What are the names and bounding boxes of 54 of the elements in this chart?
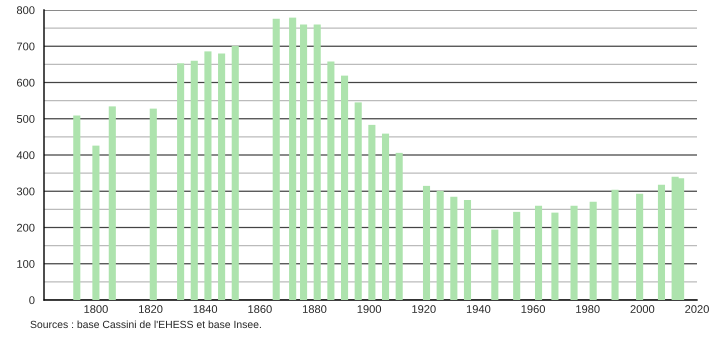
y-tick-label: 200 xyxy=(16,224,35,232)
bar xyxy=(232,46,239,300)
x-tick-label: 1940 xyxy=(466,305,490,314)
bar xyxy=(218,54,226,300)
bar xyxy=(396,152,403,300)
bar xyxy=(636,194,644,300)
y-tick-label: 500 xyxy=(16,115,35,123)
bar xyxy=(314,24,321,300)
x-tick-label: 2020 xyxy=(685,305,709,314)
bar xyxy=(289,18,296,300)
bar xyxy=(150,108,157,300)
bar xyxy=(108,106,116,300)
bar xyxy=(491,230,498,300)
bar xyxy=(272,18,280,300)
bar xyxy=(590,202,597,300)
bar xyxy=(382,134,390,300)
bar xyxy=(92,146,100,300)
bar xyxy=(354,102,362,300)
x-tick-label: 1900 xyxy=(358,305,382,314)
y-tick-label: 800 xyxy=(16,6,35,14)
y-tick-label: 700 xyxy=(17,42,35,50)
bar xyxy=(450,196,458,300)
bar xyxy=(190,60,198,300)
y-tick-label: 100 xyxy=(17,260,35,268)
bar xyxy=(300,24,308,300)
bar xyxy=(73,115,80,300)
x-tick-label: 1800 xyxy=(84,305,108,314)
source-note: Sources : base Cassini de l'EHESS et base Insee. xyxy=(30,320,261,328)
x-tick-label: 1820 xyxy=(139,305,162,314)
y-tick-label: 300 xyxy=(16,188,35,196)
bar xyxy=(327,61,334,300)
bar xyxy=(513,212,520,300)
x-tick-label: 2000 xyxy=(630,305,654,314)
bar xyxy=(534,206,542,300)
bar xyxy=(464,200,472,300)
bar xyxy=(611,190,619,300)
bar xyxy=(570,206,578,300)
x-tick-label: 1860 xyxy=(248,305,272,314)
y-tick-label: 0 xyxy=(29,296,35,304)
x-tick-label: 1920 xyxy=(412,305,436,314)
x-tick-label: 1840 xyxy=(194,305,218,314)
bar xyxy=(177,63,184,300)
y-tick-label: 400 xyxy=(16,151,35,160)
bar xyxy=(422,186,430,300)
x-tick-label: 1880 xyxy=(302,305,326,314)
bar xyxy=(340,76,348,300)
x-tick-label: 1980 xyxy=(576,305,600,314)
bar xyxy=(658,184,666,300)
bar xyxy=(551,212,558,300)
y-tick-label: 600 xyxy=(17,78,35,87)
bar xyxy=(204,51,212,300)
bar xyxy=(368,124,376,300)
bar xyxy=(436,190,444,300)
x-tick-label: 1960 xyxy=(522,305,545,314)
